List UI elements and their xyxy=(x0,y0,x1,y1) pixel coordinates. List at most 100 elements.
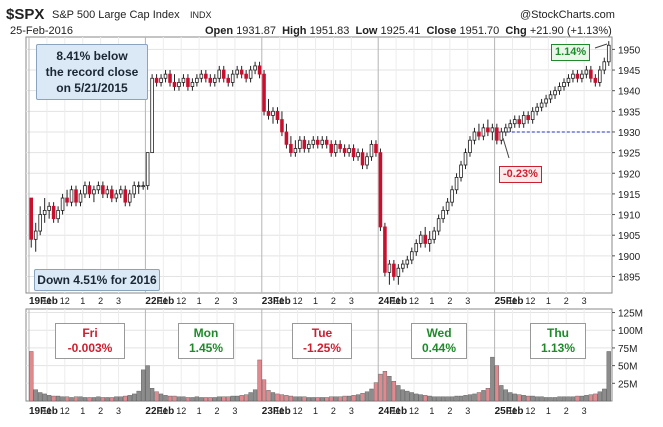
candle-down xyxy=(423,234,427,244)
x-tick-label: 23Feb xyxy=(262,406,291,417)
day-label-mon: Mon 1.45% xyxy=(178,323,234,359)
volume-bar xyxy=(221,396,226,402)
x-tick-label: 2 xyxy=(331,406,336,416)
volume-bar xyxy=(324,397,329,402)
price-tick-label: 1950 xyxy=(618,45,641,56)
candle-down xyxy=(374,143,378,154)
volume-bar xyxy=(199,397,204,402)
candle-down xyxy=(123,189,128,203)
volume-bar xyxy=(194,396,200,402)
volume-bar xyxy=(149,388,155,402)
callout-line-dip xyxy=(502,137,510,159)
x-tick-label: 1 xyxy=(197,406,202,416)
price-tick-label: 1945 xyxy=(618,66,641,77)
volume-bar xyxy=(575,395,580,402)
candle-down xyxy=(392,263,396,277)
x-tick-label: 3 xyxy=(349,296,354,306)
volume-bar xyxy=(338,396,343,402)
volume-bar xyxy=(561,396,567,402)
volume-bar xyxy=(279,394,285,402)
x-tick-label: 12 xyxy=(525,406,535,416)
x-tick-label: 3 xyxy=(349,406,354,416)
volume-bar xyxy=(212,397,217,402)
candle-up xyxy=(159,77,163,83)
candle-down xyxy=(351,148,356,158)
candle-up xyxy=(56,210,60,220)
close-label: Close xyxy=(426,25,457,37)
volume-tick-labels: 25M 50M 75M 100M 125M xyxy=(612,309,643,390)
candle-up xyxy=(69,189,74,203)
volume-bar xyxy=(602,388,607,402)
volume-bar xyxy=(167,395,173,402)
candle-up xyxy=(499,131,504,141)
price-tick-labels: 1895 1900 1905 1910 1915 1920 1925 1930 1935 1940… xyxy=(612,45,641,283)
price-tick-label: 1900 xyxy=(618,252,641,263)
volume-bar xyxy=(235,395,240,402)
candle-up xyxy=(557,86,562,92)
x-tick-label: 2 xyxy=(447,406,452,416)
volume-bar xyxy=(33,389,38,402)
volume-bar xyxy=(109,397,114,402)
candle-up xyxy=(83,185,87,195)
candle-down xyxy=(360,152,365,166)
dip-tag: -0.23% xyxy=(499,166,542,183)
volume-bar xyxy=(369,388,374,402)
x-tick-label: 1 xyxy=(313,296,318,306)
candle-up xyxy=(163,73,168,79)
volume-bar xyxy=(526,395,531,402)
x-tick-label: 11 xyxy=(159,296,168,306)
candle-up xyxy=(92,189,96,195)
x-tick-label: 19Feb xyxy=(29,296,58,307)
volume-bar xyxy=(315,397,320,402)
x-tick-label: 12 xyxy=(409,296,419,306)
volume-bar xyxy=(396,385,401,402)
candle-up xyxy=(307,143,311,149)
volume-bar xyxy=(548,397,553,402)
volume-bar xyxy=(387,376,392,402)
candle-up xyxy=(445,201,450,211)
candle-down xyxy=(275,110,280,120)
price-tick-label: 1915 xyxy=(618,190,641,201)
candle-up xyxy=(490,127,495,133)
record-note-line-3: on 5/21/2015 xyxy=(56,81,128,95)
candle-down xyxy=(204,73,208,79)
candle-up xyxy=(333,143,338,154)
candle-up xyxy=(248,69,253,79)
volume-bar xyxy=(163,395,168,402)
volume-bar xyxy=(360,393,365,402)
volume-bar xyxy=(181,396,186,402)
x-tick-label: 12 xyxy=(60,406,70,416)
candle-up xyxy=(418,234,423,244)
x-tick-label: 12 xyxy=(176,406,186,416)
volume-bar xyxy=(355,394,361,402)
volume-bar xyxy=(342,395,347,402)
x-tick-label: 12 xyxy=(176,296,186,306)
volume-bar xyxy=(297,396,302,402)
volume-bar xyxy=(494,365,499,402)
candle-up xyxy=(132,185,136,195)
candle-down xyxy=(51,205,56,220)
x-tick-label: 12 xyxy=(293,296,303,306)
volume-bar xyxy=(38,392,43,402)
price-tick-label: 1920 xyxy=(618,169,641,180)
volume-bar xyxy=(606,351,611,402)
high-value: 1951.83 xyxy=(309,25,350,37)
candle-up xyxy=(42,210,47,215)
candle-down xyxy=(168,73,172,83)
candle-up xyxy=(504,127,508,133)
volume-bar xyxy=(243,394,249,402)
volume-bar xyxy=(302,396,307,402)
volume-bars xyxy=(29,351,611,402)
candle-up xyxy=(427,238,432,244)
candle-up xyxy=(553,90,557,96)
candle-down xyxy=(186,77,190,87)
candle-up xyxy=(177,82,181,87)
record-note-line-2: the record close xyxy=(45,65,139,79)
price-tick-label: 1895 xyxy=(618,272,641,283)
volume-bar xyxy=(566,396,571,402)
volume-bar xyxy=(266,390,271,402)
chg-label: Chg xyxy=(505,25,527,37)
price-tick-label: 1930 xyxy=(618,128,641,139)
ytd-note: Down 4.51% for 2016 xyxy=(34,269,160,291)
